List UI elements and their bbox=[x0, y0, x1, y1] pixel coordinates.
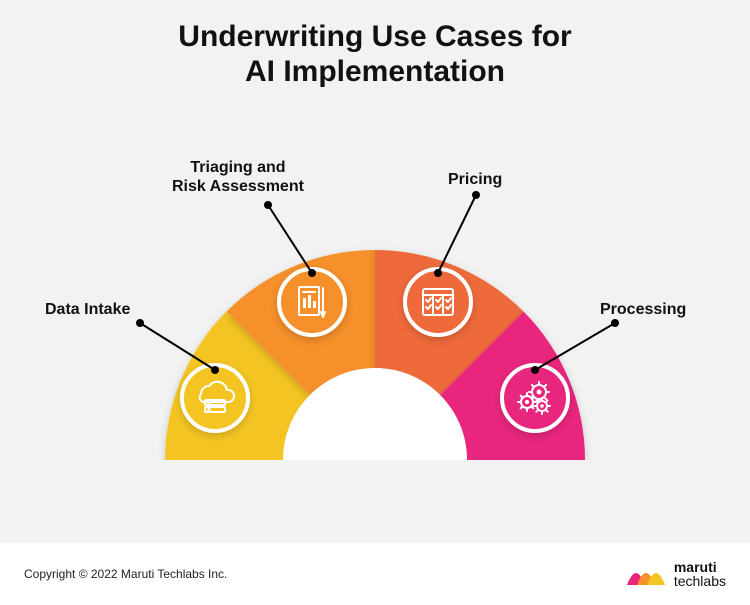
donut-svg bbox=[145, 230, 605, 460]
brand-line-2: techlabs bbox=[674, 573, 726, 589]
logo-hump bbox=[647, 573, 665, 585]
brand-logo-icon bbox=[626, 561, 666, 587]
cloud-server-icon bbox=[182, 365, 248, 431]
checklist-icon bbox=[405, 269, 471, 335]
leader-dot bbox=[264, 201, 272, 209]
title-line-2: AI Implementation bbox=[245, 55, 505, 88]
copyright-text: Copyright © 2022 Maruti Techlabs Inc. bbox=[24, 567, 227, 581]
brand-text: maruti techlabs bbox=[674, 560, 726, 588]
leader-dot bbox=[472, 191, 480, 199]
label-processing: Processing bbox=[600, 300, 686, 319]
gears-icon bbox=[502, 365, 568, 431]
title-line-1: Underwriting Use Cases for bbox=[178, 20, 571, 53]
label-data_intake: Data Intake bbox=[45, 300, 130, 319]
leader-dot bbox=[136, 319, 144, 327]
label-pricing: Pricing bbox=[448, 170, 502, 189]
brand: maruti techlabs bbox=[626, 560, 726, 588]
report-icon bbox=[279, 269, 345, 335]
footer: Copyright © 2022 Maruti Techlabs Inc. ma… bbox=[0, 543, 750, 605]
page-title: Underwriting Use Cases for AI Implementa… bbox=[0, 20, 750, 89]
leader-dot bbox=[611, 319, 619, 327]
label-triaging: Triaging and Risk Assessment bbox=[172, 158, 304, 196]
semi-donut-chart bbox=[145, 230, 605, 465]
